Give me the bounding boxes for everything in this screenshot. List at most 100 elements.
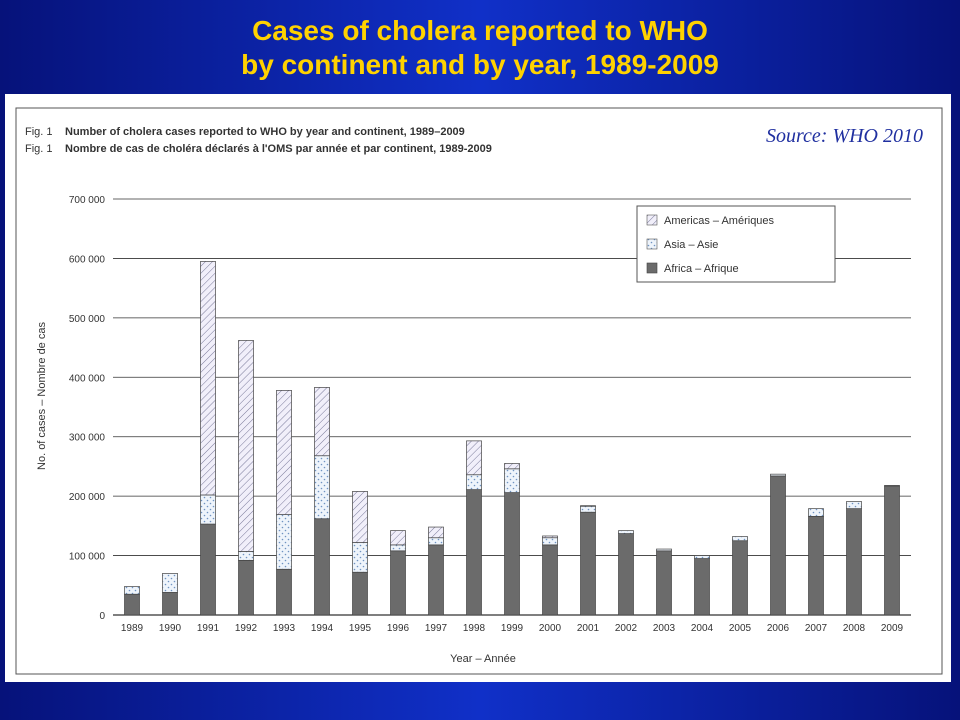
- y-tick-label: 200 000: [69, 492, 106, 503]
- figure-frame: [15, 107, 943, 675]
- figure-caption-fr: Nombre de cas de choléra déclarés à l'OM…: [65, 143, 492, 155]
- bar-segment-americas: [466, 440, 482, 476]
- x-tick-label: 1994: [311, 623, 334, 634]
- x-tick-label: 1992: [235, 623, 258, 634]
- bar-segment-americas: [504, 463, 520, 470]
- bar-segment-africa: [580, 511, 596, 616]
- x-tick-labels: 1989 1990 1991 1992 1993 1994 1995 1996 1997 1998…: [121, 623, 904, 634]
- legend-box: [636, 205, 836, 283]
- x-tick-label: 2007: [805, 623, 828, 634]
- bar-segment-americas: [314, 387, 330, 457]
- bar-segment-africa: [542, 544, 558, 616]
- bar-segment-americas: [238, 340, 254, 552]
- x-tick-label: 2004: [691, 623, 714, 634]
- bar-segment-africa: [618, 533, 634, 616]
- legend-swatch-asia: [646, 238, 658, 250]
- y-tick-label: 300 000: [69, 433, 106, 444]
- x-tick-label: 1991: [197, 623, 220, 634]
- bar-segment-americas: [352, 491, 368, 543]
- bar-segment-africa: [732, 540, 748, 616]
- bar-segment-africa: [276, 568, 292, 616]
- bar-segment-africa: [846, 508, 862, 616]
- bar-segment-africa: [656, 550, 672, 616]
- x-axis-label: Year – Année: [450, 653, 516, 665]
- bar-segment-africa: [694, 558, 710, 616]
- y-tick-label: 600 000: [69, 254, 106, 265]
- x-tick-label: 1995: [349, 623, 372, 634]
- bar-segment-asia: [200, 494, 216, 525]
- figure-caption-en: Number of cholera cases reported to WHO …: [65, 126, 465, 138]
- bar-segment-asia: [162, 573, 178, 593]
- bar-segment-asia: [846, 501, 862, 509]
- bar-segment-asia: [542, 537, 558, 546]
- bar-segment-americas: [428, 526, 444, 539]
- bar-segment-africa: [884, 485, 900, 616]
- x-tick-label: 1999: [501, 623, 524, 634]
- bar-segment-africa: [504, 492, 520, 616]
- x-tick-label: 1996: [387, 623, 410, 634]
- bar-segment-africa: [770, 475, 786, 616]
- x-tick-label: 2008: [843, 623, 866, 634]
- x-tick-label: 2006: [767, 623, 790, 634]
- bar-segment-asia: [884, 485, 900, 487]
- y-tick-label: 0: [99, 611, 105, 622]
- x-tick-label: 2001: [577, 623, 600, 634]
- bar-segment-africa: [314, 518, 330, 616]
- x-tick-label: 1989: [121, 623, 144, 634]
- bar-segment-asia: [352, 542, 368, 573]
- x-tick-label: 2000: [539, 623, 562, 634]
- bar-segment-asia: [694, 555, 710, 559]
- x-tick-label: 1997: [425, 623, 448, 634]
- bar-segment-asia: [770, 473, 786, 477]
- bar-segment-asia: [314, 455, 330, 520]
- slide-title-line2: by continent and by year, 1989-2009: [241, 49, 719, 80]
- bar-segment-americas: [390, 530, 406, 546]
- bar-segment-asia: [732, 536, 748, 542]
- y-tick-label: 500 000: [69, 314, 106, 325]
- bar-segment-asia: [238, 551, 254, 561]
- bar-segment-africa: [466, 489, 482, 616]
- bar-segment-americas: [276, 390, 292, 515]
- slide-title-line1: Cases of cholera reported to WHO: [252, 15, 708, 46]
- figure-number-en: Fig. 1: [25, 126, 53, 138]
- bar-segment-asia: [808, 508, 824, 517]
- bar-segment-africa: [352, 571, 368, 616]
- bar-segment-asia: [618, 530, 634, 534]
- legend-swatch-americas: [646, 214, 658, 226]
- bar-segment-asia: [504, 468, 520, 493]
- bar-segment-asia: [390, 544, 406, 552]
- bar-segment-asia: [466, 474, 482, 490]
- legend-label-africa: Africa – Afrique: [664, 263, 739, 275]
- x-tick-label: 2009: [881, 623, 904, 634]
- legend-label-asia: Asia – Asie: [664, 239, 718, 251]
- bar-segment-asia: [580, 505, 596, 513]
- bar-segment-africa: [124, 593, 140, 616]
- x-tick-label: 2002: [615, 623, 638, 634]
- y-tick-label: 400 000: [69, 373, 106, 384]
- source-credit: Source: WHO 2010: [766, 125, 923, 147]
- figure-number-fr: Fig. 1: [25, 143, 53, 155]
- bar-segment-asia: [124, 586, 140, 595]
- bar-segment-africa: [162, 592, 178, 616]
- legend-label-americas: Americas – Amériques: [664, 215, 775, 227]
- legend: Americas – Amériques Asia – Asie Africa …: [636, 205, 836, 283]
- slide-title: Cases of cholera reported to WHO by cont…: [0, 14, 960, 82]
- bar-segment-africa: [428, 544, 444, 616]
- x-tick-label: 1993: [273, 623, 296, 634]
- bar-segment-africa: [200, 523, 216, 616]
- bars: [124, 261, 900, 616]
- legend-swatch-africa: [646, 262, 658, 274]
- bar-segment-africa: [390, 550, 406, 616]
- cholera-bar-chart: Fig. 1 Number of cholera cases reported …: [15, 107, 943, 675]
- x-tick-label: 2005: [729, 623, 752, 634]
- x-tick-label: 2003: [653, 623, 676, 634]
- bar-segment-asia: [428, 537, 444, 546]
- y-tick-label: 100 000: [69, 552, 106, 563]
- y-axis-label: No. of cases – Nombre de cas: [36, 322, 48, 470]
- x-tick-label: 1998: [463, 623, 486, 634]
- bar-segment-americas: [580, 505, 596, 507]
- y-tick-labels: 0 100 000 200 000 300 000 400 000 500 000 600 …: [69, 195, 106, 622]
- bar-segment-africa: [808, 515, 824, 616]
- bottom-band: [0, 682, 960, 720]
- bar-segment-americas: [542, 535, 558, 539]
